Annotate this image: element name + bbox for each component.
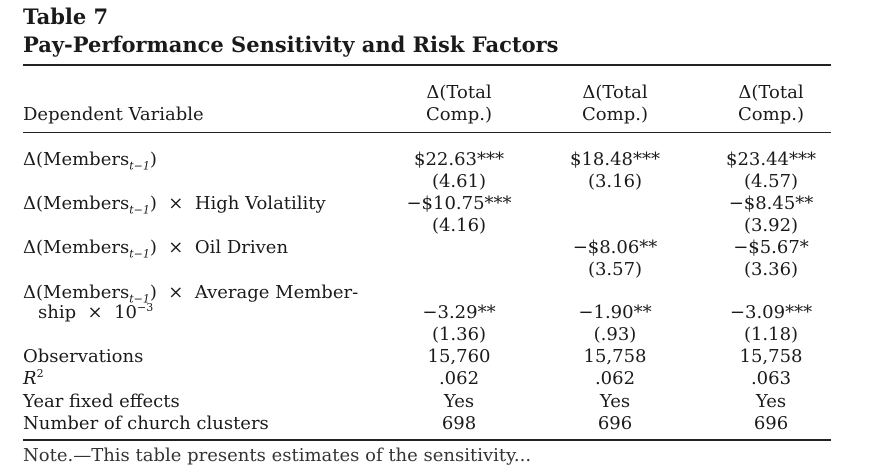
avgmem-col2-se: (.93) — [593, 324, 637, 345]
yfe-col1: Yes — [443, 391, 475, 412]
avgmem-col3-coef: −3.09*** — [729, 302, 813, 323]
clusters-col3: 696 — [753, 413, 789, 434]
dependent-variable-header: Dependent Variable — [23, 104, 204, 125]
members-col3-coef: $23.44*** — [726, 149, 816, 170]
row-label-r-squared: R2 — [23, 367, 44, 389]
col3-header-line1: Δ(Total — [738, 82, 804, 103]
oil-col3-coef: −$5.67* — [733, 237, 809, 258]
members-col3-se: (4.57) — [743, 171, 799, 192]
members-col1-coef: $22.63*** — [414, 149, 504, 170]
header-rule — [23, 132, 831, 133]
row-label-church-clusters: Number of church clusters — [23, 413, 269, 434]
row-label-oil-driven: Δ(Memberst−1) × Oil Driven — [23, 237, 289, 261]
highvol-col3-se: (3.92) — [743, 215, 799, 236]
highvol-col1-coef: −$10.75*** — [406, 193, 512, 214]
r2-col1: .062 — [438, 368, 480, 389]
col2-header-line2: Comp.) — [582, 104, 648, 125]
r2-col2: .062 — [594, 368, 636, 389]
table-title: Pay-Performance Sensitivity and Risk Fac… — [23, 32, 559, 57]
yfe-col2: Yes — [599, 391, 631, 412]
obs-col3: 15,758 — [739, 346, 803, 367]
col1-header-line2: Comp.) — [426, 104, 492, 125]
members-col1-se: (4.61) — [431, 171, 487, 192]
col3-header-line2: Comp.) — [738, 104, 804, 125]
footnote-fragment: Note.—This table presents estimates of t… — [23, 445, 532, 466]
row-label-year-fixed-effects: Year fixed effects — [23, 391, 180, 412]
avgmem-col3-se: (1.18) — [743, 324, 799, 345]
top-rule — [23, 64, 831, 66]
oil-col2-coef: −$8.06** — [572, 237, 658, 258]
members-col2-coef: $18.48*** — [570, 149, 660, 170]
avgmem-col2-coef: −1.90** — [578, 302, 652, 323]
members-col2-se: (3.16) — [587, 171, 643, 192]
avgmem-col1-se: (1.36) — [431, 324, 487, 345]
highvol-col3-coef: −$8.45** — [728, 193, 814, 214]
highvol-col1-se: (4.16) — [431, 215, 487, 236]
r2-col3: .063 — [750, 368, 792, 389]
row-label-average-membership: Δ(Memberst−1) × Average Member- — [23, 282, 359, 306]
yfe-col3: Yes — [755, 391, 787, 412]
row-label-observations: Observations — [23, 346, 144, 367]
row-label-high-volatility: Δ(Memberst−1) × High Volatility — [23, 193, 326, 217]
clusters-col2: 696 — [597, 413, 633, 434]
clusters-col1: 698 — [441, 413, 477, 434]
obs-col1: 15,760 — [427, 346, 491, 367]
col2-header-line1: Δ(Total — [582, 82, 648, 103]
bottom-rule — [23, 439, 831, 441]
obs-col2: 15,758 — [583, 346, 647, 367]
oil-col2-se: (3.57) — [587, 259, 643, 280]
oil-col3-se: (3.36) — [743, 259, 799, 280]
row-label-members: Δ(Memberst−1) — [23, 149, 157, 173]
row-label-average-membership-line2: ship × 10−3 — [38, 301, 154, 323]
col1-header-line1: Δ(Total — [426, 82, 492, 103]
avgmem-col1-coef: −3.29** — [422, 302, 496, 323]
table-number: Table 7 — [23, 4, 109, 29]
